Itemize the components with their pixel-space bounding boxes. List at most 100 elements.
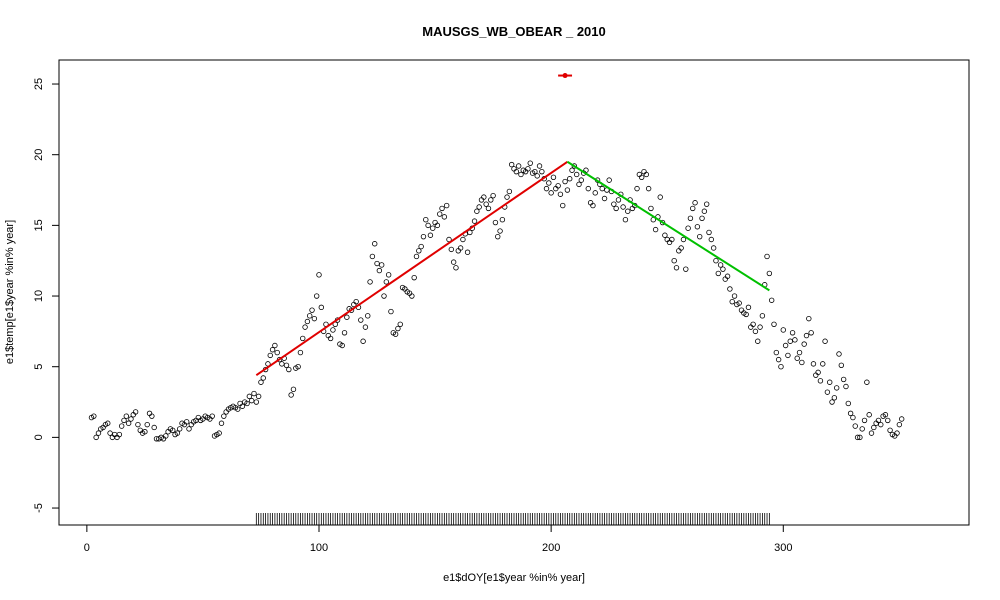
data-point [453, 265, 459, 271]
data-point [209, 413, 215, 419]
data-point [560, 202, 566, 209]
fit-lines [255, 160, 770, 377]
data-point [706, 229, 712, 236]
data-point [720, 266, 726, 272]
data-point [683, 266, 689, 272]
data-point [532, 168, 538, 175]
data-point [93, 434, 99, 441]
data-point [850, 414, 856, 421]
y-tick-label: 15 [33, 219, 45, 231]
data-point [474, 208, 480, 214]
data-point [307, 313, 313, 319]
data-point [358, 317, 364, 323]
x-axis: 0 100 200 300 [84, 524, 792, 554]
data-point [290, 386, 297, 393]
data-point [699, 215, 705, 221]
data-point [669, 236, 675, 243]
data-point [260, 375, 266, 381]
data-point [378, 262, 385, 268]
data-point [457, 245, 464, 251]
data-point [643, 171, 650, 178]
data-point [648, 205, 654, 212]
data-point [515, 163, 522, 169]
data-point [128, 416, 134, 422]
y-tick-label: -5 [33, 503, 45, 513]
data-point [764, 253, 770, 260]
data-point [780, 327, 786, 333]
data-point [437, 211, 443, 217]
data-point [601, 195, 608, 202]
data-point [365, 313, 371, 319]
data-point [288, 392, 294, 398]
data-point [313, 293, 320, 299]
data-point [724, 273, 731, 279]
data-point [569, 167, 575, 173]
data-point [539, 168, 545, 175]
data-point [118, 423, 125, 429]
data-point [504, 194, 510, 200]
data-point [170, 427, 176, 434]
data-point [151, 424, 157, 431]
data-point [745, 304, 752, 311]
data-point [571, 163, 578, 169]
y-tick-label: 0 [33, 434, 45, 440]
data-point [645, 185, 652, 192]
data-point [105, 420, 111, 426]
data-point [123, 413, 130, 419]
data-point [434, 222, 441, 229]
x-tick-label: 300 [774, 542, 792, 554]
data-point [652, 226, 659, 233]
data-point [95, 430, 102, 436]
data-point [662, 232, 668, 238]
data-point [369, 253, 376, 260]
data-point [625, 208, 631, 214]
data-point [272, 342, 278, 349]
data-point [327, 335, 334, 342]
data-point [295, 364, 301, 370]
data-point [534, 173, 540, 179]
data-point [592, 190, 598, 196]
data-point [283, 362, 290, 368]
data-point [135, 421, 141, 428]
data-point [782, 342, 789, 349]
data-point [239, 403, 246, 409]
plot-frame [58, 59, 970, 526]
data-point [831, 395, 838, 401]
data-point [775, 356, 782, 363]
data-point [585, 185, 591, 192]
y-tick-label: 25 [33, 78, 45, 90]
data-point [439, 205, 445, 212]
data-point [235, 406, 241, 412]
data-point [638, 174, 645, 181]
data-point [471, 218, 478, 224]
data-point [344, 314, 350, 320]
data-point [183, 419, 190, 425]
data-point [843, 383, 849, 390]
data-point [411, 274, 417, 281]
data-point [562, 178, 568, 185]
data-point [757, 324, 763, 330]
data-point [121, 417, 127, 424]
data-point [827, 379, 833, 385]
data-point [773, 349, 780, 356]
data-point [374, 260, 380, 267]
data-point [550, 174, 557, 181]
data-point [304, 318, 311, 325]
data-point [177, 426, 183, 432]
data-point [808, 330, 814, 336]
data-point [416, 248, 422, 254]
data-point [420, 233, 427, 240]
data-point [302, 324, 308, 330]
data-point [803, 332, 810, 339]
data-point [573, 171, 580, 178]
x-tick-label: 100 [310, 542, 328, 554]
data-point [513, 168, 520, 175]
data-point [694, 224, 701, 230]
data-point [483, 201, 489, 207]
data-point [107, 430, 113, 436]
data-point [339, 342, 345, 349]
data-point [806, 315, 812, 322]
x-axis-label: e1$dOY[e1$year %in% year] [443, 572, 585, 584]
data-point [789, 330, 796, 336]
